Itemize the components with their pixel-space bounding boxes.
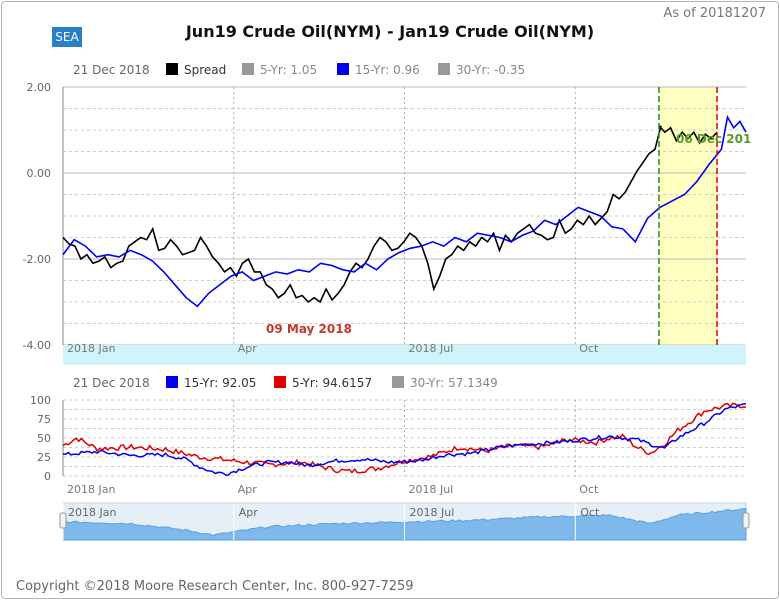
y-tick-label: 25 [37, 451, 51, 464]
y-tick-label: 0 [44, 470, 51, 483]
y-tick-label: -4.00 [23, 339, 51, 352]
sea-button[interactable]: SEA [52, 27, 82, 47]
chart-title: Jun19 Crude Oil(NYM) - Jan19 Crude Oil(N… [185, 22, 595, 41]
legend-label: 5-Yr: 1.05 [260, 63, 317, 77]
bottom-legend-date: 21 Dec 2018 [73, 376, 150, 390]
y-tick-label: 2.00 [27, 81, 52, 94]
fifteen-year-line-tail [622, 114, 747, 244]
top-legend-date: 21 Dec 2018 [73, 63, 150, 77]
y-tick-label: 0.00 [27, 167, 52, 180]
top-axis-band [63, 345, 746, 365]
top-legend: 21 Dec 2018 Spread 5-Yr: 1.05 15-Yr: 0.96 30… [73, 63, 525, 77]
legend-label: 15-Yr: 0.96 [355, 63, 420, 77]
navigator-left-handle[interactable] [59, 512, 67, 529]
x-tick-label: 2018 Jan [67, 342, 115, 355]
spread-line-window [658, 125, 718, 145]
five-year-index-line [62, 402, 747, 474]
y-tick-label: 100 [30, 394, 51, 407]
x-tick-label: Apr [238, 342, 258, 355]
navigator-tick-label: 2018 Jan [68, 506, 116, 519]
y-tick-label: -2.00 [23, 253, 51, 266]
legend-label: 30-Yr: -0.35 [456, 63, 525, 77]
fifteen-year-index-line [62, 402, 747, 476]
legend-label: 5-Yr: 94.6157 [292, 376, 372, 390]
x-tick-label: Oct [579, 483, 599, 496]
legend-label: 30-Yr: 57.1349 [410, 376, 498, 390]
navigator-tick-label: Apr [239, 506, 259, 519]
x-tick-label: Apr [238, 483, 258, 496]
annotation-window-date: 06 Dec 201 [676, 132, 751, 146]
spread-line [62, 125, 662, 304]
legend-swatch [392, 376, 404, 388]
x-tick-label: 2018 Jul [409, 483, 454, 496]
legend-swatch [274, 376, 286, 388]
legend-label: Spread [184, 63, 226, 77]
x-tick-label: 2018 Jan [67, 483, 115, 496]
legend-swatch [166, 376, 178, 388]
y-tick-label: 50 [37, 432, 51, 445]
legend-swatch [438, 63, 450, 75]
legend-swatch [337, 63, 349, 75]
legend-label: 15-Yr: 92.05 [184, 376, 256, 390]
y-tick-label: 75 [37, 413, 51, 426]
legend-swatch [166, 63, 178, 75]
copyright: Copyright ©2018 Moore Research Center, I… [16, 579, 414, 594]
annotation-low-date: 09 May 2018 [266, 322, 352, 336]
legend-swatch [242, 63, 254, 75]
as-of-date: As of 20181207 [663, 6, 766, 21]
navigator-tick-label: 2018 Jul [410, 506, 455, 519]
x-tick-label: 2018 Jul [409, 342, 454, 355]
navigator-right-handle[interactable] [742, 512, 750, 529]
fifteen-year-line [62, 206, 624, 308]
bottom-legend: 21 Dec 2018 15-Yr: 92.05 5-Yr: 94.6157 30-Y… [73, 376, 498, 390]
navigator-tick-label: Oct [580, 506, 600, 519]
x-tick-label: Oct [579, 342, 599, 355]
